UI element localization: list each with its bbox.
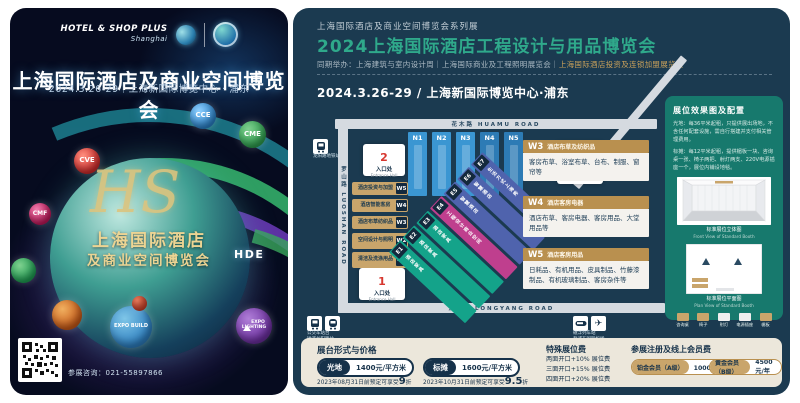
logo-hde: HDE bbox=[234, 248, 265, 261]
bus-icon bbox=[307, 316, 322, 331]
hall-card-desc: 客房布草、浴室布草、台布、制服、窗帘等 bbox=[523, 153, 649, 182]
standard-booth-label: 标摊 bbox=[425, 360, 456, 375]
legend-table: 咨询桌 bbox=[673, 313, 692, 328]
airplane-icon: ✈ bbox=[591, 316, 606, 331]
standard-booth-price: 1600元/平方米 bbox=[462, 363, 513, 372]
contact-phone: 参展咨询：021-55897866 bbox=[68, 369, 164, 377]
booth-3d-render bbox=[677, 177, 771, 226]
standard-discount-note: 2023年10月31日前预定可享受9.5折 bbox=[423, 376, 529, 387]
hall-n1: N1 bbox=[408, 132, 427, 196]
power-socket-icon bbox=[738, 313, 751, 322]
brand-row: HOTEL & SHOP PLUS Shanghai bbox=[10, 22, 288, 47]
booth-3d-caption: 标准展位立体图 Front View of Standard Booth bbox=[693, 227, 755, 239]
raw-space-note: 光地：每36平米起租，只提供展出场地，不含任何配套设施，需自行搭建并支付相关管理… bbox=[673, 121, 773, 144]
road-huamu: 花木路 HUAMU ROAD bbox=[335, 119, 657, 129]
hall-card-w3: W3 酒店布草及纺织品 客房布草、浴室布草、台布、制服、窗帘等 bbox=[523, 140, 649, 182]
right-info-panel: 上海国际酒店及商业空间博览会系列展 2024上海国际酒店工程设计与用品博览会 同… bbox=[293, 8, 790, 395]
standard-booth-note: 标摊：每12平米起租，提供楣板一块、咨询桌一张、椅子两把、射灯两支、220V电源… bbox=[673, 149, 775, 172]
table-icon bbox=[676, 313, 689, 322]
logo-bubble-cmf: CMF bbox=[29, 203, 51, 225]
legend-spotlight: 射灯 bbox=[715, 313, 734, 328]
hall-card-desc: 酒店布草、客房电器、客房用品、大堂用品等 bbox=[523, 209, 649, 238]
booth-plan-caption: 标准展位平面图 Plan View of Standard Booth bbox=[694, 296, 754, 308]
sphere-title-line1: 上海国际酒店 bbox=[92, 231, 206, 251]
raw-space-discount-note: 2023年08月31日前预定可享受9折 bbox=[317, 376, 412, 387]
hall-n2: N2 bbox=[432, 132, 451, 196]
legend-socket: 电源插座 bbox=[735, 313, 754, 328]
logo-bubble-orange bbox=[52, 300, 82, 330]
booth-plan-view bbox=[686, 244, 762, 295]
dashed-divider bbox=[317, 74, 772, 75]
metro-icon bbox=[313, 139, 328, 154]
hall-card-w4: W4 酒店客房电器 酒店布草、客房电器、客房用品、大堂用品等 bbox=[523, 196, 649, 238]
date-venue: 2024.3.26-29 / 上海新国际博览中心·浦东 bbox=[317, 86, 570, 100]
special-booth-items: 两面开口+10% 展位费 三面开口+15% 展位费 四面开口+20% 展位费 bbox=[546, 356, 611, 383]
logo-bubble-cce: CCE bbox=[190, 103, 216, 129]
series-subtitle: 上海国际酒店及商业空间博览会系列展 bbox=[317, 22, 479, 32]
left-poster-panel: HOTEL & SHOP PLUS Shanghai 上海国际酒店及商业空间博览… bbox=[10, 8, 288, 395]
round-badge-logo bbox=[212, 22, 238, 47]
sphere-title-line2: 及商业空间博览会 bbox=[87, 253, 211, 269]
platinum-label: 铂金会员（A级） bbox=[632, 360, 689, 374]
booth-config-sidebar: 展位效果图及配置 光地：每36平米起租，只提供展出场地，不含任何配套设施，需自行… bbox=[665, 96, 783, 327]
raw-space-price: 1400元/平方米 bbox=[356, 363, 407, 372]
legend-fascia: 楣板 bbox=[756, 313, 775, 328]
concurrent-shows: 同期举办：上海建筑与室内设计周｜上海国际商业及工程照明展览会｜上海国际酒店投资及… bbox=[317, 60, 684, 69]
logo-bubble-expo-lighting: EXPO LIGHTING bbox=[236, 308, 272, 344]
entrance-2: 2 入口处 Entrance Hall bbox=[363, 144, 405, 178]
hall-w3: 酒店布草纺织品 W3 bbox=[352, 216, 408, 229]
venue-map: 花木路 HUAMU ROAD 罗山路 LUOSHAN ROAD 龙阳路 LONG… bbox=[305, 55, 688, 342]
monogram: HS bbox=[90, 158, 181, 226]
legend-chair: 椅子 bbox=[694, 313, 713, 328]
divider bbox=[203, 22, 205, 47]
logo-bubble-cve: CVE bbox=[74, 148, 100, 174]
gold-price: 4500元/年 bbox=[755, 359, 773, 375]
logo-bubble-expo-build: EXPO BUILD bbox=[110, 306, 152, 348]
raw-space-label: 光地 bbox=[319, 360, 350, 375]
membership-header: 参展注册及线上会员费 bbox=[631, 345, 711, 354]
qr-code bbox=[18, 338, 62, 382]
spotlight-icon bbox=[718, 313, 730, 322]
road-longyang: 龙阳路 LONGYANG ROAD bbox=[338, 303, 665, 313]
maglev-icon bbox=[325, 316, 340, 331]
special-booth-header: 特殊展位费 bbox=[546, 345, 586, 354]
poster-title: 上海国际酒店及商业空间博览会 bbox=[12, 69, 286, 123]
brand-name: HOTEL & SHOP PLUS bbox=[60, 24, 168, 35]
raw-space-price-pill: 光地 1400元/平方米 bbox=[317, 358, 415, 377]
maglev-train-icon bbox=[573, 316, 588, 331]
hall-w4: 酒店智能客房 W4 bbox=[352, 199, 408, 212]
logo-bubble-red-small bbox=[132, 296, 147, 311]
gold-member-pill: 黄金会员（B级） 4500元/年 bbox=[709, 359, 782, 375]
expo-title: 2024上海国际酒店工程设计与用品博览会 bbox=[317, 37, 657, 57]
entrance-1: 1 入口处 Entrance Hall bbox=[359, 268, 405, 302]
brand-wordmark: HOTEL & SHOP PLUS Shanghai bbox=[60, 24, 167, 44]
chair-icon bbox=[697, 313, 710, 322]
hall-card-desc: 日耗品、有机用品、皮具制品、竹藤漆制品、有机玻璃制品、客房杂件等 bbox=[523, 261, 649, 290]
crescent-moon-icon bbox=[175, 24, 196, 45]
logo-bubble-cme: CME bbox=[239, 121, 266, 148]
fascia-board-icon bbox=[759, 313, 772, 322]
pricing-bar: 展台形式与价格 光地 1400元/平方米 标摊 1600元/平方米 2023年0… bbox=[301, 338, 782, 387]
logo-bubble-green bbox=[11, 258, 36, 283]
hall-card-w5: W5 酒店客房用品 日耗品、有机用品、皮具制品、竹藤漆制品、有机玻璃制品、客房杂件… bbox=[523, 248, 649, 290]
booth-price-header: 展台形式与价格 bbox=[317, 346, 377, 356]
brand-city: Shanghai bbox=[130, 35, 168, 44]
road-luoshan: 罗山路 LUOSHAN ROAD bbox=[338, 119, 348, 313]
sidebar-title: 展位效果图及配置 bbox=[673, 106, 745, 115]
standard-booth-price-pill: 标摊 1600元/平方米 bbox=[423, 358, 521, 377]
qr-pattern bbox=[21, 341, 59, 379]
metro-station-marker: 龙阳路地铁站 bbox=[313, 139, 340, 160]
gold-label: 黄金会员（B级） bbox=[710, 360, 751, 374]
booth-legend: 咨询桌 椅子 射灯 电源插座 楣板 bbox=[673, 313, 775, 328]
hall-w5: 酒店投资与加盟 W5 bbox=[352, 182, 408, 195]
poster-date-venue: 2024.3.26-29｜上海新国际博览中心 · 浦东 bbox=[48, 84, 250, 95]
